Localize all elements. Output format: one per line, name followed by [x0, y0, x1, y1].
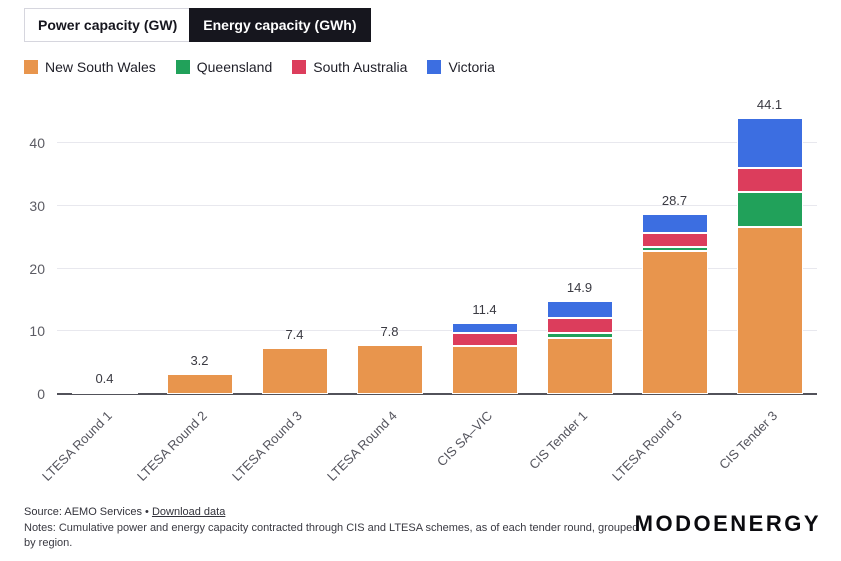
legend-swatch [292, 60, 307, 74]
bar-segment-queensland [546, 333, 613, 338]
bar-segment-victoria [546, 300, 613, 319]
bar-total-label: 7.8 [380, 324, 399, 340]
bar-segment-new-south-wales [261, 347, 328, 394]
x-axis-label: CIS Tender 1 [526, 408, 591, 473]
x-axis-label: LTESA Round 3 [229, 408, 306, 484]
bar-segment-new-south-wales [356, 345, 423, 394]
bar-total-label: 3.2 [190, 352, 209, 368]
y-tick-label: 0 [37, 386, 45, 402]
bar-segment-new-south-wales [71, 391, 138, 394]
bar-total-label: 44.1 [756, 96, 783, 112]
bar-segment-queensland [641, 247, 708, 252]
x-axis-label: CIS SA–VIC [433, 408, 496, 470]
x-axis-label: LTESA Round 4 [324, 408, 401, 484]
y-tick-label: 10 [29, 323, 45, 340]
bar-total-label: 11.4 [472, 301, 497, 317]
tab-group: Power capacity (GW) Energy capacity (GWh… [24, 8, 371, 42]
gridline [57, 205, 817, 206]
x-axis-label: LTESA Round 2 [134, 408, 211, 484]
legend-label: Queensland [196, 59, 273, 75]
legend-item-south-australia[interactable]: South Australia [292, 59, 407, 75]
bar-segment-queensland [736, 192, 803, 228]
y-tick-label: 20 [29, 260, 45, 277]
notes-text: Notes: Cumulative power and energy capac… [24, 522, 639, 550]
x-axis-line [57, 393, 817, 395]
modo-energy-logo: MODOENERGY [634, 511, 821, 536]
gridline [57, 330, 817, 332]
source-text: Source: AEMO Services • [24, 506, 152, 519]
bar-segment-new-south-wales [641, 251, 708, 394]
x-axis-label: CIS Tender 3 [716, 408, 781, 473]
legend-label: South Australia [313, 59, 408, 75]
gridline [57, 267, 817, 269]
source-line: Source: AEMO Services • Download data [24, 506, 644, 518]
y-tick-label: 30 [29, 198, 45, 214]
chart-legend: New South Wales Queensland South Australia… [24, 59, 515, 75]
x-axis-label: LTESA Round 1 [39, 408, 116, 484]
bar-total-label: 7.4 [285, 326, 304, 342]
bar-total-label: 0.4 [95, 370, 114, 386]
y-tick-label: 40 [29, 135, 45, 152]
legend-label: Victoria [448, 59, 495, 75]
legend-label: New South Wales [45, 59, 156, 75]
footer: Source: AEMO Services • Download data No… [24, 506, 644, 551]
plot-area: 0 10 20 30 40 0.4 LTESA Round 1 3.2 LTESA Round … [29, 97, 817, 484]
bar-segment-new-south-wales [736, 227, 803, 394]
tab-power-capacity[interactable]: Power capacity (GW) [25, 9, 191, 41]
gridline [57, 142, 817, 144]
download-data-link[interactable]: Download data [151, 506, 226, 519]
bar-segment-victoria [451, 322, 518, 334]
bar-total-label: 28.7 [661, 193, 688, 209]
bar-segment-new-south-wales [451, 346, 518, 394]
bar-segment-south-australia [546, 318, 613, 334]
bar-segment-victoria [736, 117, 803, 169]
bar-segment-new-south-wales [546, 337, 613, 394]
legend-swatch [175, 60, 190, 74]
bar-segment-south-australia [451, 333, 518, 347]
bar-total-label: 14.9 [566, 279, 593, 295]
legend-swatch [24, 60, 38, 74]
bar-segment-victoria [641, 214, 708, 233]
legend-item-victoria[interactable]: Victoria [427, 59, 495, 75]
legend-item-new-south-wales[interactable]: New South Wales [24, 59, 156, 75]
bar-segment-new-south-wales [166, 373, 233, 394]
bar-segment-south-australia [736, 168, 803, 193]
bar-segment-south-australia [641, 232, 708, 248]
legend-item-queensland[interactable]: Queensland [175, 59, 273, 75]
legend-swatch [427, 60, 442, 74]
tab-energy-capacity[interactable]: Energy capacity (GWh) [189, 8, 371, 42]
x-axis-label: LTESA Round 5 [609, 408, 686, 484]
